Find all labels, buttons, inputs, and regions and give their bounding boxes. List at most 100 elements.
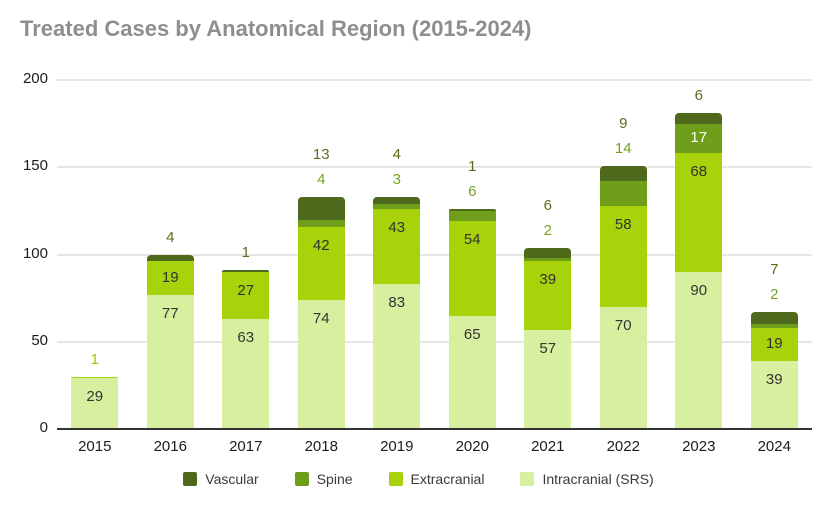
- bar-segment: [373, 196, 421, 204]
- legend-swatch: [183, 472, 198, 486]
- bar-segment: 68: [675, 153, 723, 272]
- x-tick-label: 2015: [78, 438, 112, 455]
- bar-segment: 39: [524, 261, 572, 330]
- bar-segment: [675, 113, 723, 124]
- bar-segment: [297, 196, 345, 220]
- y-tick-label: 50: [31, 331, 48, 349]
- value-annotation: 4: [166, 228, 175, 246]
- value-annotation: 4: [392, 145, 401, 163]
- value-label: 83: [388, 294, 406, 312]
- y-tick-label: 100: [22, 244, 48, 262]
- bar-segment: 27: [222, 271, 270, 320]
- bar-segment: [599, 181, 647, 206]
- bar-segment: [750, 312, 798, 325]
- bar-segment: 70: [599, 306, 647, 429]
- value-annotation: 6: [543, 196, 552, 214]
- bar-segment: [146, 254, 194, 262]
- x-tick-label: 2023: [682, 438, 716, 455]
- bar-segment: [524, 247, 572, 258]
- value-annotation: 6: [468, 183, 477, 201]
- legend-item: Extracranial: [388, 471, 485, 487]
- bar-segment: 19: [750, 327, 798, 361]
- bar-segment: 42: [297, 226, 345, 300]
- legend-label: Extracranial: [410, 471, 485, 487]
- value-annotation: 3: [392, 170, 401, 188]
- value-label: 39: [765, 370, 783, 388]
- bar-segment: 39: [750, 360, 798, 429]
- value-label: 77: [161, 304, 179, 322]
- value-annotation: 7: [770, 261, 779, 279]
- value-label: 19: [765, 335, 783, 353]
- x-tick-label: 2024: [757, 438, 791, 455]
- legend-item: Vascular: [183, 471, 259, 487]
- value-label: 17: [690, 129, 708, 147]
- value-label: 43: [388, 219, 406, 237]
- bar-segment: [750, 324, 798, 328]
- y-tick-label: 0: [39, 419, 48, 436]
- bar-segment: 65: [448, 315, 496, 429]
- value-label: 42: [312, 236, 330, 254]
- bar-segment: [222, 270, 270, 272]
- x-tick-label: 2022: [606, 438, 640, 455]
- x-tick-label: 2019: [380, 438, 414, 455]
- value-label: 39: [539, 271, 557, 289]
- value-label: 70: [614, 316, 632, 334]
- bar-segment: [71, 376, 119, 379]
- value-label: 65: [463, 325, 481, 343]
- value-annotation: 14: [614, 139, 632, 157]
- value-label: 58: [614, 215, 632, 233]
- bar-segment: 17: [675, 123, 723, 154]
- value-annotation: 9: [619, 114, 628, 132]
- x-tick-label: 2020: [455, 438, 489, 455]
- bar-segment: 54: [448, 221, 496, 316]
- legend-swatch: [294, 472, 309, 486]
- legend-swatch: [388, 472, 403, 486]
- y-tick-label: 200: [22, 70, 48, 87]
- gridline: [57, 340, 812, 343]
- x-axis-line: [57, 428, 812, 430]
- x-tick-label: 2018: [304, 438, 338, 455]
- value-label: 27: [237, 281, 255, 299]
- value-label: 90: [690, 281, 708, 299]
- value-annotation: 1: [241, 244, 250, 262]
- value-label: 57: [539, 339, 557, 357]
- x-tick-label: 2021: [531, 438, 565, 455]
- value-label: 68: [690, 163, 708, 181]
- legend-swatch: [520, 472, 535, 486]
- value-label: 29: [86, 388, 104, 406]
- value-label: 63: [237, 329, 255, 347]
- bar-segment: 29: [71, 378, 119, 429]
- x-tick-label: 2017: [229, 438, 263, 455]
- gridline: [57, 166, 812, 169]
- bar-segment: [448, 209, 496, 211]
- bar-segment: [297, 219, 345, 227]
- value-label: 19: [161, 269, 179, 287]
- legend-item: Spine: [294, 471, 353, 487]
- bar-segment: [448, 210, 496, 222]
- value-annotation: 1: [468, 158, 477, 176]
- chart-title: Treated Cases by Anatomical Region (2015…: [20, 16, 532, 41]
- bar-segment: 57: [524, 329, 572, 429]
- x-tick-label: 2016: [153, 438, 187, 455]
- legend-label: Spine: [316, 471, 353, 487]
- gridline: [57, 253, 812, 256]
- bar-segment: 19: [146, 261, 194, 295]
- bar-segment: 74: [297, 299, 345, 429]
- gridline: [57, 79, 812, 81]
- legend-item: Intracranial (SRS): [520, 471, 654, 487]
- bar-segment: [524, 257, 572, 262]
- bar-segment: [599, 165, 647, 182]
- value-label: 74: [312, 309, 330, 327]
- legend: Vascular Spine Extracranial Intracranial (S…: [0, 471, 837, 487]
- value-annotation: 6: [694, 87, 703, 105]
- legend-label: Intracranial (SRS): [542, 471, 654, 487]
- legend-label: Vascular: [205, 471, 259, 487]
- value-annotation: 1: [90, 350, 99, 368]
- bar-segment: 83: [373, 284, 421, 429]
- value-annotation: 2: [770, 286, 779, 304]
- bar-segment: [373, 203, 421, 210]
- bar-segment: 63: [222, 319, 270, 429]
- value-annotation: 13: [312, 145, 330, 163]
- value-annotation: 4: [317, 170, 326, 188]
